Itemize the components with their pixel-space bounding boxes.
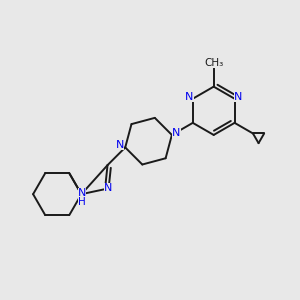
Text: N: N xyxy=(78,188,86,198)
Text: N: N xyxy=(234,92,242,102)
Text: H: H xyxy=(78,196,86,206)
Text: N: N xyxy=(185,92,194,102)
Text: N: N xyxy=(172,128,181,138)
Text: N: N xyxy=(116,140,124,150)
Text: N: N xyxy=(104,183,112,193)
Text: CH₃: CH₃ xyxy=(204,58,223,68)
